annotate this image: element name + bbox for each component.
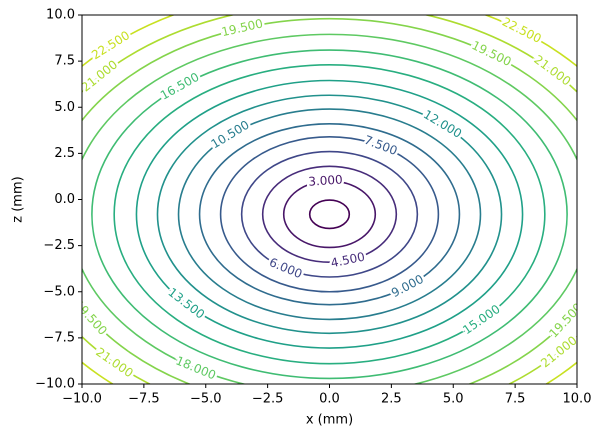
contour-line [82,17,577,384]
contour-label: 19.500 [220,16,264,39]
contour-label: 3.000 [308,173,343,189]
x-tick-label: 5.0 [443,392,464,407]
y-tick-label: 7.5 [54,54,75,69]
contour-label: 12.000 [421,107,464,141]
x-tick-label: 2.5 [381,392,402,407]
y-tick-label: 0.0 [54,192,75,207]
y-tick-label: 5.0 [54,100,75,115]
contour-line [198,123,461,306]
contour-label: 18.000 [174,353,218,382]
contour-line [91,49,568,380]
contour-label: 22.500 [500,15,544,46]
contour-line [308,199,351,230]
y-axis-label: z (mm) [11,176,26,222]
contour-line [219,135,440,293]
contour-line [282,180,377,249]
y-tick-label: −2.5 [43,238,75,253]
x-tick-label: 0.0 [319,392,340,407]
x-tick-label: 10.0 [563,392,592,407]
y-tick-label: −7.5 [43,330,75,345]
x-axis-label: x (mm) [306,413,353,428]
contour-line [261,165,398,264]
x-tick-label: −2.5 [252,392,284,407]
y-tick-label: 2.5 [54,146,75,161]
contour-line [82,33,577,384]
contour-line [177,108,482,321]
x-tick-label: −7.5 [128,392,160,407]
contour-line [113,64,546,365]
y-tick-label: −5.0 [43,284,75,299]
y-tick-label: 10.0 [46,8,75,23]
contour-label: 6.000 [267,255,304,281]
contour-label: 4.500 [330,250,366,271]
x-tick-label: −10.0 [62,392,102,407]
contour-line [240,150,419,278]
x-tick-label: −5.0 [190,392,222,407]
contour-line [135,79,524,349]
y-tick-label: −10.0 [35,377,75,392]
contour-line [156,94,503,335]
x-tick-label: 7.5 [505,392,526,407]
